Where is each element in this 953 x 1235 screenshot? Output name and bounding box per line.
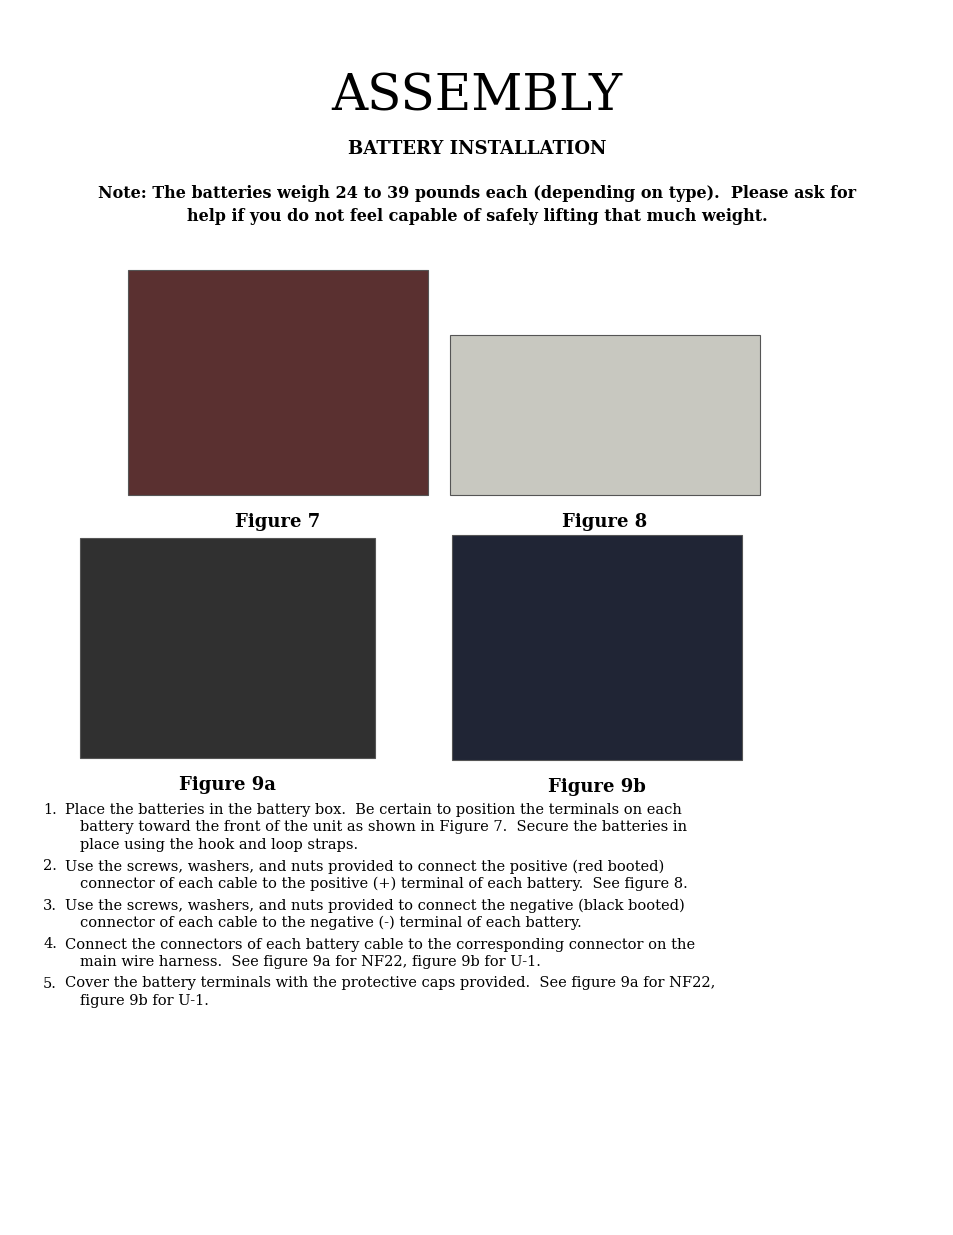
Bar <box>128 270 428 495</box>
Text: Connect the connectors of each battery cable to the corresponding connector on t: Connect the connectors of each battery c… <box>65 937 695 951</box>
Text: Figure 7: Figure 7 <box>235 513 320 531</box>
Text: main wire harness.  See figure 9a for NF22, figure 9b for U-1.: main wire harness. See figure 9a for NF2… <box>80 955 540 969</box>
Text: 3.: 3. <box>43 899 57 913</box>
Text: 1.: 1. <box>43 803 57 818</box>
Text: Figure 9a: Figure 9a <box>179 776 275 794</box>
Text: 5.: 5. <box>43 977 57 990</box>
Bar <box>450 335 760 495</box>
Bar <box>452 535 741 760</box>
Text: Use the screws, washers, and nuts provided to connect the negative (black booted: Use the screws, washers, and nuts provid… <box>65 899 684 913</box>
Text: battery toward the front of the unit as shown in Figure 7.  Secure the batteries: battery toward the front of the unit as … <box>80 820 686 835</box>
Text: connector of each cable to the negative (-) terminal of each battery.: connector of each cable to the negative … <box>80 916 581 930</box>
Text: BATTERY INSTALLATION: BATTERY INSTALLATION <box>348 140 605 158</box>
Text: Cover the battery terminals with the protective caps provided.  See figure 9a fo: Cover the battery terminals with the pro… <box>65 977 715 990</box>
Bar <box>80 538 375 758</box>
Text: Figure 8: Figure 8 <box>561 513 647 531</box>
Text: figure 9b for U-1.: figure 9b for U-1. <box>80 994 209 1008</box>
Text: place using the hook and loop straps.: place using the hook and loop straps. <box>80 839 357 852</box>
Text: ASSEMBLY: ASSEMBLY <box>331 72 622 121</box>
Text: help if you do not feel capable of safely lifting that much weight.: help if you do not feel capable of safel… <box>187 207 766 225</box>
Text: Note: The batteries weigh 24 to 39 pounds each (depending on type).  Please ask : Note: The batteries weigh 24 to 39 pound… <box>98 185 855 203</box>
Text: connector of each cable to the positive (+) terminal of each battery.  See figur: connector of each cable to the positive … <box>80 877 687 892</box>
Text: Figure 9b: Figure 9b <box>547 778 645 797</box>
Text: Use the screws, washers, and nuts provided to connect the positive (red booted): Use the screws, washers, and nuts provid… <box>65 860 663 874</box>
Text: 2.: 2. <box>43 860 57 873</box>
Text: Place the batteries in the battery box.  Be certain to position the terminals on: Place the batteries in the battery box. … <box>65 803 681 818</box>
Text: 4.: 4. <box>43 937 57 951</box>
